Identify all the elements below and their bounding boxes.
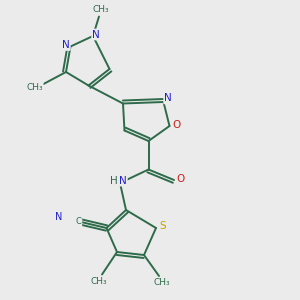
- Text: C: C: [76, 217, 82, 226]
- Text: O: O: [172, 119, 180, 130]
- Text: H: H: [110, 176, 117, 186]
- Text: CH₃: CH₃: [26, 82, 43, 91]
- Text: CH₃: CH₃: [154, 278, 170, 287]
- Text: N: N: [62, 40, 70, 50]
- Text: N: N: [119, 176, 127, 186]
- Text: S: S: [159, 220, 166, 231]
- Text: O: O: [176, 174, 185, 184]
- Text: N: N: [55, 212, 62, 222]
- Text: N: N: [92, 29, 100, 40]
- Text: N: N: [164, 93, 172, 103]
- Text: CH₃: CH₃: [91, 277, 107, 286]
- Text: CH₃: CH₃: [92, 5, 109, 14]
